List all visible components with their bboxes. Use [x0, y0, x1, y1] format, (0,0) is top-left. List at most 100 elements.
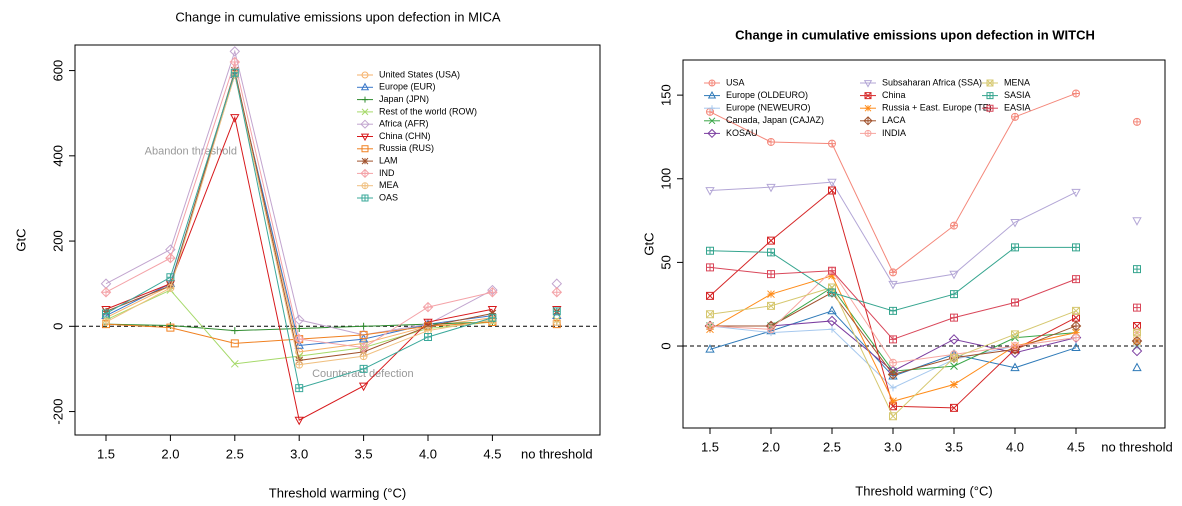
legend-label: Europe (OLDEURO) — [726, 90, 808, 100]
data-point — [1011, 112, 1020, 121]
legend-marker — [863, 80, 873, 88]
data-point — [949, 270, 959, 280]
data-point — [1070, 320, 1082, 332]
legend-label: Rest of the world (ROW) — [379, 106, 477, 116]
legend-label: Russia + East. Europe (TE) — [882, 103, 992, 113]
data-point — [552, 307, 561, 316]
data-point — [358, 382, 369, 392]
data-point — [488, 318, 497, 327]
data-point — [1072, 333, 1081, 342]
legend: USA Europe (OLDEURO) Europe (NEWEURO) Canad… — [704, 77, 1031, 139]
data-point — [359, 364, 368, 373]
x-tick-label: no threshold — [1101, 439, 1173, 454]
legend-label: Europe (EUR) — [379, 82, 436, 92]
data-point — [1133, 321, 1141, 330]
data-point — [1133, 265, 1141, 274]
x-tick-label: 2.0 — [161, 446, 179, 461]
legend-marker — [361, 145, 369, 153]
data-point — [767, 290, 775, 299]
data-point — [706, 321, 715, 330]
legend-marker — [360, 168, 370, 179]
x-tick-label: 2.0 — [762, 439, 780, 454]
legend-label: USA — [726, 77, 745, 87]
legend-label: EASIA — [1004, 103, 1031, 113]
series-line — [106, 62, 557, 348]
data-point — [826, 315, 838, 327]
legend-label: Subsaharan Africa (SSA) — [882, 77, 982, 87]
data-point — [950, 313, 958, 322]
data-point — [165, 252, 176, 264]
legend-label: Japan (JPN) — [379, 94, 429, 104]
annotation: Counteract defection — [312, 368, 414, 380]
data-point — [705, 344, 715, 353]
series-line — [710, 190, 1137, 407]
legend-marker — [986, 79, 994, 87]
data-point — [889, 268, 898, 277]
data-point — [359, 352, 368, 361]
data-point — [100, 286, 112, 298]
data-point — [828, 266, 836, 275]
legend-marker — [864, 92, 872, 100]
data-point — [1133, 328, 1141, 337]
data-point — [359, 330, 368, 339]
y-tick-label: 100 — [658, 168, 673, 190]
data-point — [360, 322, 368, 330]
data-point — [1131, 335, 1143, 347]
data-point — [1010, 218, 1020, 228]
data-point — [293, 314, 305, 326]
data-point — [230, 359, 239, 368]
data-point — [1133, 303, 1141, 312]
data-point — [229, 46, 241, 57]
data-point — [950, 403, 958, 412]
data-point — [551, 278, 563, 289]
x-tick-label: 4.0 — [419, 446, 437, 461]
data-point — [487, 286, 498, 298]
data-point — [295, 356, 304, 365]
data-point — [828, 139, 837, 148]
data-point — [828, 271, 836, 280]
legend-marker — [362, 96, 368, 103]
x-tick-label: 2.5 — [823, 439, 841, 454]
data-point — [424, 322, 432, 331]
data-point — [293, 333, 305, 345]
legend-marker — [864, 129, 872, 137]
y-tick-label: 600 — [50, 60, 65, 82]
data-point — [1010, 362, 1020, 372]
data-point — [828, 288, 836, 297]
data-point — [827, 178, 837, 188]
data-point — [230, 114, 240, 123]
legend-marker — [864, 104, 872, 112]
data-point — [551, 286, 563, 298]
plot-frame — [74, 44, 601, 436]
x-tick-label: 3.5 — [355, 446, 373, 461]
legend-label: MENA — [1004, 77, 1030, 87]
data-point — [706, 246, 714, 255]
legend-label: LAM — [379, 155, 398, 165]
legend-label: LACA — [882, 115, 906, 125]
data-point — [102, 309, 110, 318]
data-point — [889, 384, 897, 392]
data-point — [889, 412, 897, 421]
legend-marker — [863, 116, 873, 126]
x-tick-label: 3.0 — [290, 446, 308, 461]
data-point — [1071, 342, 1081, 352]
data-point — [827, 305, 837, 315]
data-point — [422, 301, 434, 313]
data-point — [706, 107, 715, 116]
data-point — [950, 353, 958, 362]
chart-panel: Change in cumulative emissions upon defe… — [641, 27, 1172, 498]
data-point — [950, 221, 959, 230]
legend-marker — [360, 133, 370, 142]
data-point — [1133, 117, 1142, 126]
data-point — [706, 263, 714, 272]
legend-marker — [360, 119, 370, 129]
data-point — [294, 416, 304, 426]
legend-label: United States (USA) — [379, 69, 460, 79]
legend-marker — [707, 128, 717, 139]
annotation: Abandon threshold — [145, 145, 237, 157]
legend-label: Europe (NEWEURO) — [726, 103, 811, 113]
data-point — [706, 310, 714, 319]
data-point — [229, 56, 241, 68]
data-point — [767, 248, 775, 257]
